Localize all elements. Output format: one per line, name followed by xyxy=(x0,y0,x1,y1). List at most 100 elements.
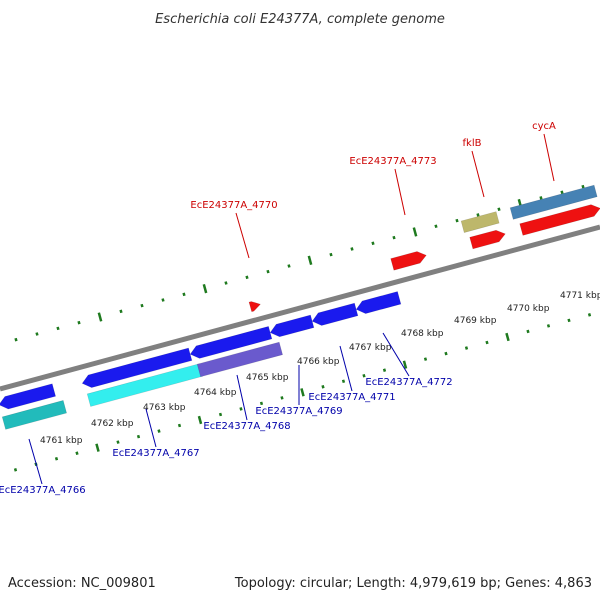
inner-tick-row-tick xyxy=(402,360,408,369)
gene-label-forward: fklB xyxy=(463,138,482,149)
tick-labels: 4761 kbp 4762 kbp 4763 kbp 4764 kbp 4765 kbp… xyxy=(40,291,600,446)
gene-label-reverse: EcE24377A_4767 xyxy=(112,448,199,459)
outer-tick-row-tick xyxy=(307,255,313,265)
tick-label-4764: 4764 kbp xyxy=(194,388,237,398)
page-title: Escherichia coli E24377A, complete genom… xyxy=(155,12,445,27)
tick-label-4761: 4761 kbp xyxy=(40,436,83,446)
outer-tick-row-tick xyxy=(476,213,480,217)
outer-tick-row-tick xyxy=(266,269,270,274)
inner-tick-row-tick xyxy=(54,456,59,461)
inner-tick-row-tick xyxy=(177,423,182,428)
tick-rows xyxy=(13,184,592,472)
gene-label-forward: EcE24377A_4773 xyxy=(349,156,436,167)
inner-tick-row-tick xyxy=(75,451,79,455)
inner-tick-row-tick xyxy=(239,407,243,411)
gene-leader-line xyxy=(339,345,353,392)
tick-label-4769: 4769 kbp xyxy=(454,316,497,326)
outer-tick-row-tick xyxy=(497,207,501,212)
inner-tick-row-tick xyxy=(423,357,428,361)
tick-label-4768: 4768 kbp xyxy=(401,329,444,339)
outer-tick-row-tick xyxy=(140,303,144,308)
tick-label-4771: 4771 kbp xyxy=(560,291,600,301)
outer-tick-row-tick xyxy=(539,196,543,200)
inner-tick-row-tick xyxy=(546,324,551,328)
inner-tick-row-tick xyxy=(464,346,469,350)
reverse-rna-block xyxy=(1,400,67,430)
outer-tick-row-tick xyxy=(581,184,585,189)
forward-cds-arrow xyxy=(519,204,600,236)
inner-tick-row-tick xyxy=(95,443,100,452)
genome-summary-text: Topology: circular; Length: 4,979,619 bp… xyxy=(234,576,592,591)
inner-tick-row-tick xyxy=(300,388,305,397)
gene-label-forward: EcE24377A_4770 xyxy=(190,200,277,211)
tick-label-4770: 4770 kbp xyxy=(507,304,550,314)
outer-tick-row-tick xyxy=(35,332,39,336)
inner-tick-row-tick xyxy=(444,351,448,356)
outer-tick-row-tick xyxy=(560,190,564,195)
gene-label-reverse: EcE24377A_4771 xyxy=(308,392,395,403)
inner-tick-row-tick xyxy=(485,340,489,345)
outer-tick-row-tick xyxy=(434,224,438,229)
tick-label-4766: 4766 kbp xyxy=(297,357,340,367)
outer-tick-row-tick xyxy=(329,252,333,257)
accession-text: Accession: NC_009801 xyxy=(8,576,156,591)
outer-tick-row-tick xyxy=(392,235,396,240)
outer-tick-row-tick xyxy=(119,309,123,314)
outer-tick-row-tick xyxy=(371,241,375,246)
gene-label-reverse: EcE24377A_4772 xyxy=(365,377,452,388)
genome-backbone xyxy=(0,224,600,392)
gene-leader-line xyxy=(145,408,157,448)
outer-tick-row-tick xyxy=(77,320,81,325)
reverse-cds-arrow xyxy=(355,291,402,314)
inner-tick-row-tick xyxy=(587,313,592,317)
reverse-cds-arrow xyxy=(311,302,359,326)
outer-tick-row-tick xyxy=(56,326,60,331)
inner-tick-row-tick xyxy=(259,401,264,406)
inner-tick-row-tick xyxy=(526,329,530,334)
forward-misc-block xyxy=(460,211,500,233)
forward-misc-block xyxy=(509,184,598,220)
gene-label-reverse: EcE24377A_4766 xyxy=(0,485,86,496)
inner-tick-row-tick xyxy=(321,385,325,389)
reverse-cds-arrow xyxy=(0,383,56,410)
inner-tick-row-tick xyxy=(341,379,346,384)
feature-tracks xyxy=(0,184,600,430)
gene-leader-line xyxy=(28,438,43,485)
inner-tick-row-tick xyxy=(197,415,203,425)
inner-tick-row-tick xyxy=(567,318,571,323)
tick-label-4762: 4762 kbp xyxy=(91,419,134,429)
gene-leader-line xyxy=(235,212,250,259)
inner-tick-row-tick xyxy=(505,332,510,342)
inner-tick-row-tick xyxy=(13,468,18,472)
gene-leader-line xyxy=(394,168,406,216)
outer-tick-row-tick xyxy=(202,283,208,294)
outer-tick-row-tick xyxy=(182,292,186,297)
tick-label-4767: 4767 kbp xyxy=(349,343,392,353)
reverse-rna-block xyxy=(86,363,203,407)
gene-leader-line xyxy=(382,332,410,377)
gene-label-forward: cycA xyxy=(532,121,556,132)
gene-leader-line xyxy=(471,150,485,198)
outer-tick-row-tick xyxy=(14,337,18,342)
outer-tick-row-tick xyxy=(161,298,165,302)
tick-label-4763: 4763 kbp xyxy=(143,403,186,413)
gene-label-reverse: EcE24377A_4769 xyxy=(255,406,342,417)
inner-tick-row-tick xyxy=(280,396,284,400)
outer-tick-row-tick xyxy=(287,264,291,268)
inner-tick-row-tick xyxy=(136,434,141,439)
outer-tick-row-tick xyxy=(224,281,228,285)
inner-tick-row-tick xyxy=(157,429,161,433)
inner-tick-row-tick xyxy=(218,412,223,417)
forward-cds-arrow xyxy=(390,251,427,271)
reverse-misc-block xyxy=(196,341,283,378)
inner-tick-row-tick xyxy=(382,368,387,372)
inner-tick-row-tick xyxy=(362,373,366,378)
outer-tick-row-tick xyxy=(97,312,103,322)
gene-label-reverse: EcE24377A_4768 xyxy=(203,421,290,432)
tick-label-4765: 4765 kbp xyxy=(246,373,289,383)
forward-cds-arrow xyxy=(469,229,506,250)
gene-leader-line xyxy=(543,133,555,182)
reverse-cds-arrow xyxy=(81,347,193,388)
outer-tick-row-tick xyxy=(455,218,459,223)
